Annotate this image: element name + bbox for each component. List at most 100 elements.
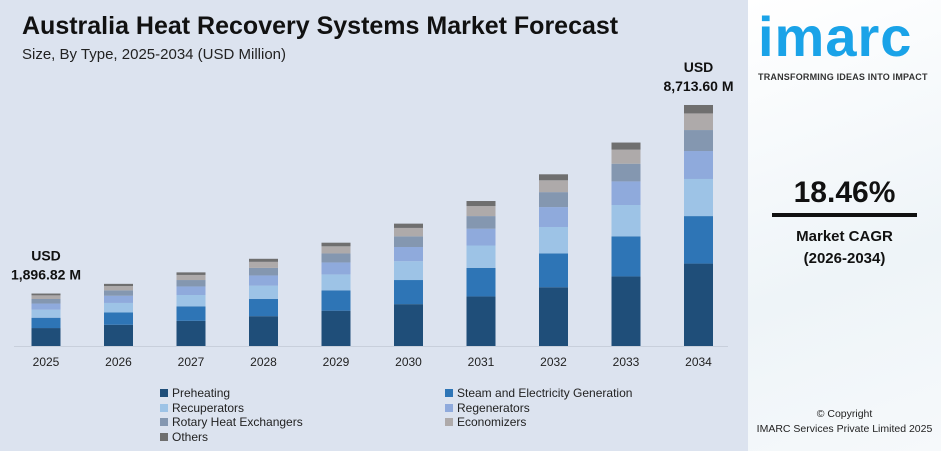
x-tick-label: 2030 — [395, 355, 422, 369]
bar-segment-rotary-heat-exchangers-2028 — [249, 267, 278, 276]
total-label-usd: USD — [684, 59, 714, 75]
bar-segment-economizers-2029 — [321, 246, 351, 254]
bar-segment-recuperators-2032 — [539, 226, 568, 254]
legend-item: Preheating — [160, 386, 445, 401]
legend-swatch — [160, 418, 168, 427]
bar-segment-regenerators-2033 — [611, 181, 641, 205]
bar-segment-rotary-heat-exchangers-2034 — [684, 130, 713, 152]
x-tick-label: 2031 — [468, 355, 495, 369]
bar-segment-others-2032 — [539, 174, 568, 181]
x-tick-label: 2027 — [178, 355, 205, 369]
total-label-usd: USD — [31, 248, 61, 264]
bar-segment-rotary-heat-exchangers-2033 — [611, 163, 641, 182]
bar-segment-others-2033 — [611, 142, 641, 150]
bar-segment-rotary-heat-exchangers-2029 — [321, 253, 351, 263]
legend-label: Regenerators — [457, 400, 530, 415]
chart-subtitle: Size, By Type, 2025-2034 (USD Million) — [22, 46, 287, 63]
bar-segment-others-2026 — [104, 283, 133, 287]
x-tick-label: 2034 — [685, 355, 712, 369]
bar-segment-regenerators-2030 — [394, 247, 423, 262]
bar-segment-economizers-2027 — [176, 274, 206, 281]
bar-segment-economizers-2030 — [394, 227, 423, 237]
bar-segment-regenerators-2032 — [539, 207, 568, 227]
bar-segment-steam-and-electricity-generation-2026 — [104, 312, 133, 325]
bar-segment-rotary-heat-exchangers-2027 — [176, 280, 206, 287]
cagr-label: Market CAGR — [796, 228, 893, 245]
x-tick-label: 2026 — [105, 355, 132, 369]
copyright: © Copyright — [816, 408, 873, 420]
bar-segment-steam-and-electricity-generation-2027 — [176, 306, 206, 321]
x-tick-label: 2033 — [613, 355, 640, 369]
bar-segment-others-2031 — [466, 201, 496, 207]
bar-segment-others-2034 — [684, 104, 713, 114]
total-label-value: 1,896.82 M — [11, 267, 81, 283]
bar-segment-steam-and-electricity-generation-2031 — [466, 267, 496, 297]
x-tick-label: 2032 — [540, 355, 567, 369]
bar-segment-recuperators-2027 — [176, 294, 206, 307]
legend-label: Preheating — [172, 386, 231, 401]
bar-segment-economizers-2031 — [466, 206, 496, 217]
bar-segment-steam-and-electricity-generation-2032 — [539, 253, 568, 288]
bar-segment-economizers-2032 — [539, 180, 568, 193]
bar-segment-preheating-2025 — [31, 328, 61, 346]
bar-chart: 2025 2026 2027 2028 2029 2030 2031 2032 2033 2034… — [11, 59, 734, 369]
legend-swatch — [160, 432, 168, 441]
bar-segment-others-2029 — [321, 242, 351, 247]
bar-segment-others-2030 — [394, 223, 423, 228]
bar-segment-regenerators-2034 — [684, 151, 713, 179]
legend-item: Economizers — [445, 415, 645, 430]
bar-segment-preheating-2030 — [394, 304, 423, 346]
bar-segment-preheating-2026 — [104, 324, 133, 346]
bar-segment-preheating-2029 — [321, 310, 351, 346]
bar-segment-steam-and-electricity-generation-2025 — [31, 317, 61, 329]
legend-swatch — [160, 389, 168, 398]
legend-item: Others — [160, 430, 445, 445]
brand-panel: imarc TRANSFORMING IDEAS INTO IMPACT 18.… — [748, 0, 941, 451]
legend-label: Steam and Electricity Generation — [457, 386, 633, 401]
bar-segment-recuperators-2034 — [684, 178, 713, 217]
legend-label: Rotary Heat Exchangers — [172, 415, 303, 430]
legend-swatch — [445, 389, 453, 398]
legend-item: Steam and Electricity Generation — [445, 386, 645, 401]
bar-segment-preheating-2028 — [249, 316, 278, 346]
cagr-value: 18.46% — [793, 176, 896, 209]
bar-segment-regenerators-2025 — [31, 303, 61, 310]
x-tick-label: 2029 — [323, 355, 350, 369]
legend: Preheating Steam and Electricity Generati… — [160, 386, 640, 444]
bar-segment-steam-and-electricity-generation-2030 — [394, 280, 423, 305]
company-name: IMARC Services Private Limited 2025 — [756, 423, 933, 435]
bar-segment-rotary-heat-exchangers-2032 — [539, 192, 568, 208]
legend-swatch — [160, 403, 168, 412]
x-tick-label: 2028 — [250, 355, 277, 369]
legend-item: Regenerators — [445, 401, 645, 416]
cagr-period: (2026-2034) — [803, 250, 886, 267]
cagr-divider — [772, 213, 917, 217]
bar-segment-economizers-2033 — [611, 149, 641, 164]
bar-segment-recuperators-2033 — [611, 204, 641, 237]
bar-segment-economizers-2034 — [684, 113, 713, 131]
legend-swatch — [445, 403, 453, 412]
bar-segment-recuperators-2029 — [321, 274, 351, 291]
bar-segment-others-2028 — [249, 258, 278, 262]
bar-segment-rotary-heat-exchangers-2030 — [394, 236, 423, 248]
bar-segment-regenerators-2028 — [249, 275, 278, 286]
legend-item: Recuperators — [160, 401, 445, 416]
bar-segment-steam-and-electricity-generation-2028 — [249, 299, 278, 317]
legend-item: Rotary Heat Exchangers — [160, 415, 445, 430]
bar-segment-others-2025 — [31, 293, 61, 296]
legend-swatch — [445, 418, 453, 427]
legend-label: Economizers — [457, 415, 527, 430]
bar-segment-preheating-2034 — [684, 263, 713, 346]
bar-segment-preheating-2033 — [611, 276, 641, 346]
bar-segment-regenerators-2027 — [176, 286, 206, 295]
bar-segment-recuperators-2025 — [31, 309, 61, 318]
brand-tagline: TRANSFORMING IDEAS INTO IMPACT — [758, 72, 928, 82]
total-label-value: 8,713.60 M — [663, 78, 733, 94]
bar-segment-preheating-2032 — [539, 287, 568, 346]
bar-segment-steam-and-electricity-generation-2034 — [684, 216, 713, 264]
bar-segment-recuperators-2028 — [249, 285, 278, 300]
legend-label: Recuperators — [172, 400, 245, 415]
bar-segment-economizers-2026 — [104, 286, 133, 291]
legend-label: Others — [172, 429, 209, 444]
bar-segment-others-2027 — [176, 272, 206, 275]
